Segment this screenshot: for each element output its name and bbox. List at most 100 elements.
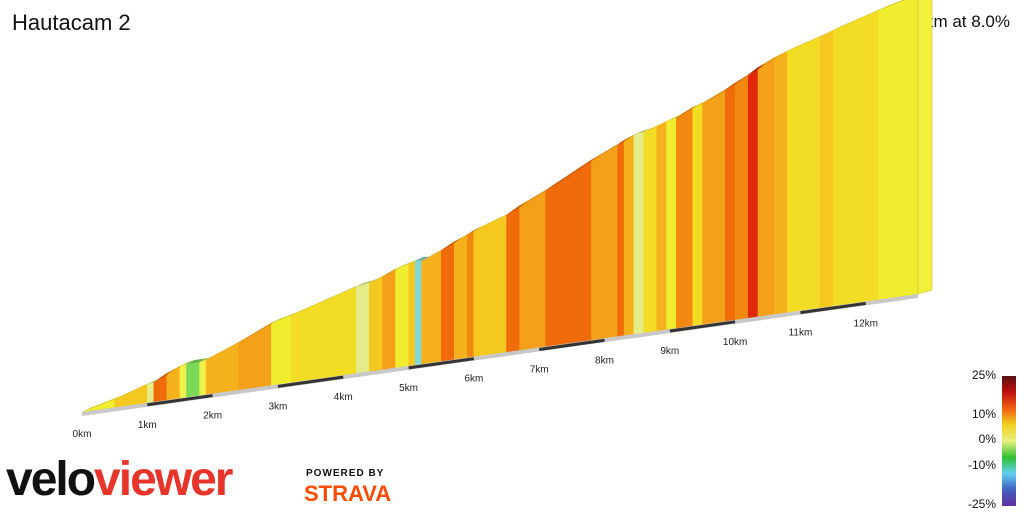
profile-top-edge xyxy=(82,0,905,412)
gradient-segment xyxy=(617,139,625,337)
km-tick-label: 5km xyxy=(399,383,418,394)
km-ticks xyxy=(147,301,866,407)
km-tick-bar xyxy=(538,338,605,351)
segment-top-bevel xyxy=(473,220,495,231)
km-tick-label: 2km xyxy=(203,411,222,422)
gradient-segment xyxy=(774,50,788,315)
segment-top-bevel xyxy=(506,201,528,215)
gradient-segment xyxy=(147,381,155,404)
segment-top-bevel xyxy=(186,358,208,364)
veloviewer-logo[interactable]: veloviewer xyxy=(6,452,233,507)
gradient-segment xyxy=(179,363,187,399)
km-tick-label: 6km xyxy=(464,374,483,385)
segment-top-bevel xyxy=(199,355,215,363)
gradient-segment xyxy=(440,241,455,362)
gradient-segment xyxy=(486,214,507,356)
segment-top-bevel xyxy=(833,6,887,31)
segment-top-bevel xyxy=(356,278,378,287)
segment-top-bevel xyxy=(702,85,734,104)
gradient-segment xyxy=(199,359,207,396)
gradient-segment xyxy=(356,282,370,374)
km-tick-label: 9km xyxy=(660,346,679,357)
segment-top-bevel xyxy=(153,369,175,383)
gradient-segment xyxy=(454,234,468,360)
km-tick-bar xyxy=(408,357,475,370)
segment-top-bevel xyxy=(735,70,757,83)
km-tick-label: 12km xyxy=(854,318,878,329)
segment-top-bevel xyxy=(643,122,665,133)
segment-top-bevel xyxy=(82,395,123,412)
legend-label-min: -25% xyxy=(967,497,996,511)
gradient-segment xyxy=(205,341,239,395)
segment-top-bevel xyxy=(748,63,766,75)
climb-title: Hautacam 2 xyxy=(12,10,131,35)
km-tick-label: 4km xyxy=(334,392,353,403)
segment-top-bevel xyxy=(725,78,744,90)
strava-logo[interactable]: STRAVA xyxy=(304,481,392,506)
gradient-segment xyxy=(473,223,488,357)
profile-end-face xyxy=(917,0,933,295)
segment-top-bevel xyxy=(787,32,829,52)
segment-top-bevel xyxy=(206,338,247,360)
km-tick-bar xyxy=(800,301,866,315)
legend-label-max: 25% xyxy=(971,368,996,382)
gradient-segment xyxy=(787,36,821,313)
segment-top-bevel xyxy=(633,128,652,135)
gradient-segment xyxy=(290,303,318,383)
gradient-segment xyxy=(819,29,834,309)
gradient-segment xyxy=(623,134,635,336)
segment-top-bevel xyxy=(395,260,417,270)
gradient-segment xyxy=(408,260,416,367)
gradient-segment xyxy=(519,189,546,351)
segment-top-bevel xyxy=(238,319,280,343)
gradient-segment xyxy=(666,117,677,330)
elevation-profile-chart: 0km 1km 2km 3km 4km 5km 6km 7km 8km 9km 10km 11km 12… xyxy=(73,0,933,440)
km-tick-label: 1km xyxy=(138,420,157,431)
km-tick-bar xyxy=(669,320,736,333)
segment-top-bevel xyxy=(415,256,430,261)
gradient-segment xyxy=(643,125,657,334)
gradient-segment xyxy=(414,260,422,366)
segment-top-bevel xyxy=(591,140,626,160)
gradient-segment xyxy=(591,144,618,341)
km-tick-label: 11km xyxy=(789,328,813,339)
segment-top-bevel xyxy=(114,380,156,400)
gradient-segment xyxy=(878,0,919,300)
gradient-segment xyxy=(316,286,357,380)
km-tick-bar xyxy=(147,394,213,407)
gradient-segment xyxy=(467,229,475,358)
gradient-segment xyxy=(271,315,292,386)
gradient-segment xyxy=(702,89,726,325)
segment-top-bevel xyxy=(441,237,463,251)
gradient-segment xyxy=(734,74,749,321)
segment-top-bevel xyxy=(545,155,600,191)
gradient-segment xyxy=(832,9,880,307)
gradient-segment xyxy=(382,268,396,370)
km-tick-label: 0km xyxy=(73,429,92,440)
logo-part-velo: velo xyxy=(6,453,96,506)
gradient-segment xyxy=(656,120,667,332)
segment-top-bevel xyxy=(421,246,450,261)
segment-top-bevel xyxy=(617,136,633,145)
gradient-segment xyxy=(676,106,693,329)
segment-top-bevel xyxy=(291,299,326,316)
segment-top-bevel xyxy=(317,282,365,304)
km-tick-bar xyxy=(277,375,344,388)
segment-top-bevel xyxy=(179,359,195,367)
segment-top-bevel xyxy=(820,26,842,37)
segment-top-bevel xyxy=(454,230,476,242)
legend-label-10: 10% xyxy=(971,407,996,421)
segment-top-bevel xyxy=(271,311,299,324)
gradient-segment xyxy=(369,276,383,372)
gradient-segment xyxy=(153,372,168,403)
km-tick-label: 3km xyxy=(268,401,287,412)
gradient-segment xyxy=(545,159,592,347)
gradient-segment xyxy=(421,249,442,365)
gradient-segment xyxy=(725,82,736,322)
km-tick-label: 8km xyxy=(595,355,614,366)
gradient-segment xyxy=(186,361,200,398)
legend-color-bar xyxy=(1002,376,1016,506)
powered-by-label: POWERED BY xyxy=(306,468,385,479)
gradient-segment xyxy=(633,131,644,335)
gradient-segments xyxy=(81,0,919,413)
